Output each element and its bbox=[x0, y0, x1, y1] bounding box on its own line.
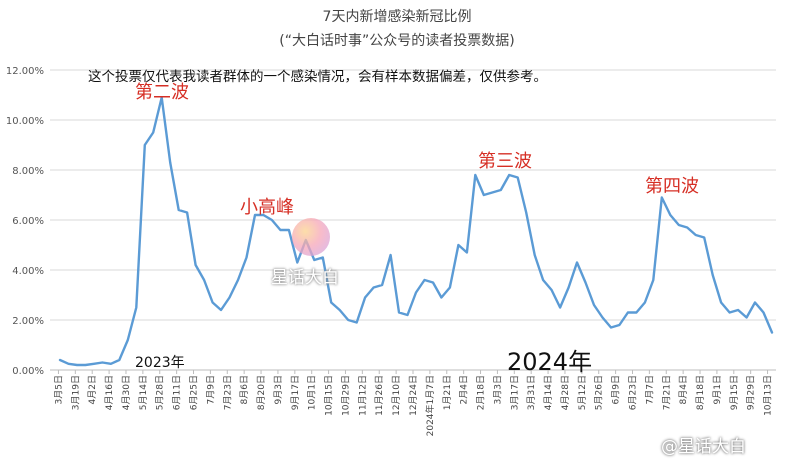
x-tick-label: 6月9日 bbox=[611, 375, 622, 404]
annotation-second-wave: 第二波 bbox=[135, 82, 189, 103]
x-tick-label: 9月29日 bbox=[746, 375, 757, 410]
x-tick-label: 6月11日 bbox=[172, 375, 183, 410]
x-tick-label: 3月31日 bbox=[526, 375, 537, 410]
x-tick-label: 4月16日 bbox=[104, 375, 115, 410]
x-tick-label: 12月10日 bbox=[391, 375, 402, 416]
series-line bbox=[58, 96, 774, 367]
watermark-logo-icon bbox=[292, 218, 330, 256]
watermark-text: 星话大白 bbox=[271, 268, 339, 288]
watermark-bottom: @星话大白 bbox=[661, 437, 746, 457]
x-tick-label: 11月12日 bbox=[357, 375, 368, 416]
x-tick-label: 2月4日 bbox=[459, 375, 470, 404]
x-tick-label: 4月14日 bbox=[543, 375, 554, 410]
x-tick-label: 4月28日 bbox=[560, 375, 571, 410]
x-tick-label: 3月19日 bbox=[70, 375, 81, 410]
y-axis-ticks: 0.00% 2.00% 4.00% 6.00% 8.00% 10.00% 12.00% bbox=[6, 66, 44, 377]
y-tick-label: 8.00% bbox=[12, 166, 44, 177]
chart-note: 这个投票仅代表我读者群体的一个感染情况，会有样本数据偏差，仅供参考。 bbox=[88, 69, 547, 85]
x-tick-label: 10月29日 bbox=[340, 375, 351, 416]
x-tick-label: 5月28日 bbox=[155, 375, 166, 410]
y-tick-label: 12.00% bbox=[6, 66, 44, 77]
x-tick-label: 9月3日 bbox=[273, 375, 284, 404]
x-tick-label: 5月14日 bbox=[138, 375, 149, 410]
x-tick-label: 5月26日 bbox=[594, 375, 605, 410]
x-tick-label: 11月26日 bbox=[374, 375, 385, 416]
chart-title: 7天内新增感染新冠比例 bbox=[322, 9, 472, 25]
series-layer bbox=[58, 96, 774, 367]
x-tick-label: 8月4日 bbox=[678, 375, 689, 404]
x-tick-label: 8月6日 bbox=[239, 375, 250, 404]
x-tick-label: 7月9日 bbox=[205, 375, 216, 404]
x-tick-label: 7月7日 bbox=[644, 375, 655, 404]
x-tick-label: 3月3日 bbox=[492, 375, 503, 404]
x-tick-label: 5月12日 bbox=[577, 375, 588, 410]
year-label-2023: 2023年 bbox=[135, 355, 185, 371]
x-tick-label: 2024年1月7日 bbox=[424, 375, 436, 436]
x-tick-label: 9月15日 bbox=[729, 375, 740, 410]
annotation-fourth-wave: 第四波 bbox=[645, 176, 699, 197]
x-tick-label: 3月5日 bbox=[53, 375, 64, 404]
x-tick-label: 4月30日 bbox=[121, 375, 132, 410]
x-tick-label: 7月23日 bbox=[222, 375, 233, 410]
x-axis: 3月5日 3月19日 4月2日 4月16日 4月30日 5月14日 5月28日 6月11日 6月… bbox=[53, 370, 774, 436]
x-tick-label: 8月20日 bbox=[256, 375, 267, 410]
y-tick-label: 0.00% bbox=[12, 366, 44, 377]
y-tick-label: 2.00% bbox=[12, 316, 44, 327]
x-tick-label: 10月13日 bbox=[763, 375, 774, 416]
x-tick-label: 10月1日 bbox=[307, 375, 318, 410]
x-tick-label: 3月17日 bbox=[509, 375, 520, 410]
x-tick-label: 1月21日 bbox=[442, 375, 453, 410]
x-tick-label: 6月23日 bbox=[627, 375, 638, 410]
x-tick-label: 10月15日 bbox=[324, 375, 335, 416]
x-tick-label: 7月21日 bbox=[661, 375, 672, 410]
y-tick-label: 6.00% bbox=[12, 216, 44, 227]
chart-subtitle: (“大白话时事”公众号的读者投票数据) bbox=[279, 33, 515, 49]
grid-lines bbox=[50, 69, 776, 371]
annotation-small-peak: 小高峰 bbox=[240, 197, 294, 218]
x-tick-label: 9月17日 bbox=[290, 375, 301, 410]
y-tick-label: 10.00% bbox=[6, 116, 44, 127]
x-tick-label: 8月18日 bbox=[695, 375, 706, 410]
x-tick-label: 9月1日 bbox=[712, 375, 723, 404]
y-tick-label: 4.00% bbox=[12, 266, 44, 277]
annotation-third-wave: 第三波 bbox=[478, 151, 532, 172]
x-tick-label: 2月18日 bbox=[476, 375, 487, 410]
x-tick-label: 6月25日 bbox=[189, 375, 200, 410]
year-label-2024: 2024年 bbox=[507, 348, 593, 376]
x-tick-label: 4月2日 bbox=[87, 375, 98, 404]
x-tick-label: 12月24日 bbox=[408, 375, 419, 416]
